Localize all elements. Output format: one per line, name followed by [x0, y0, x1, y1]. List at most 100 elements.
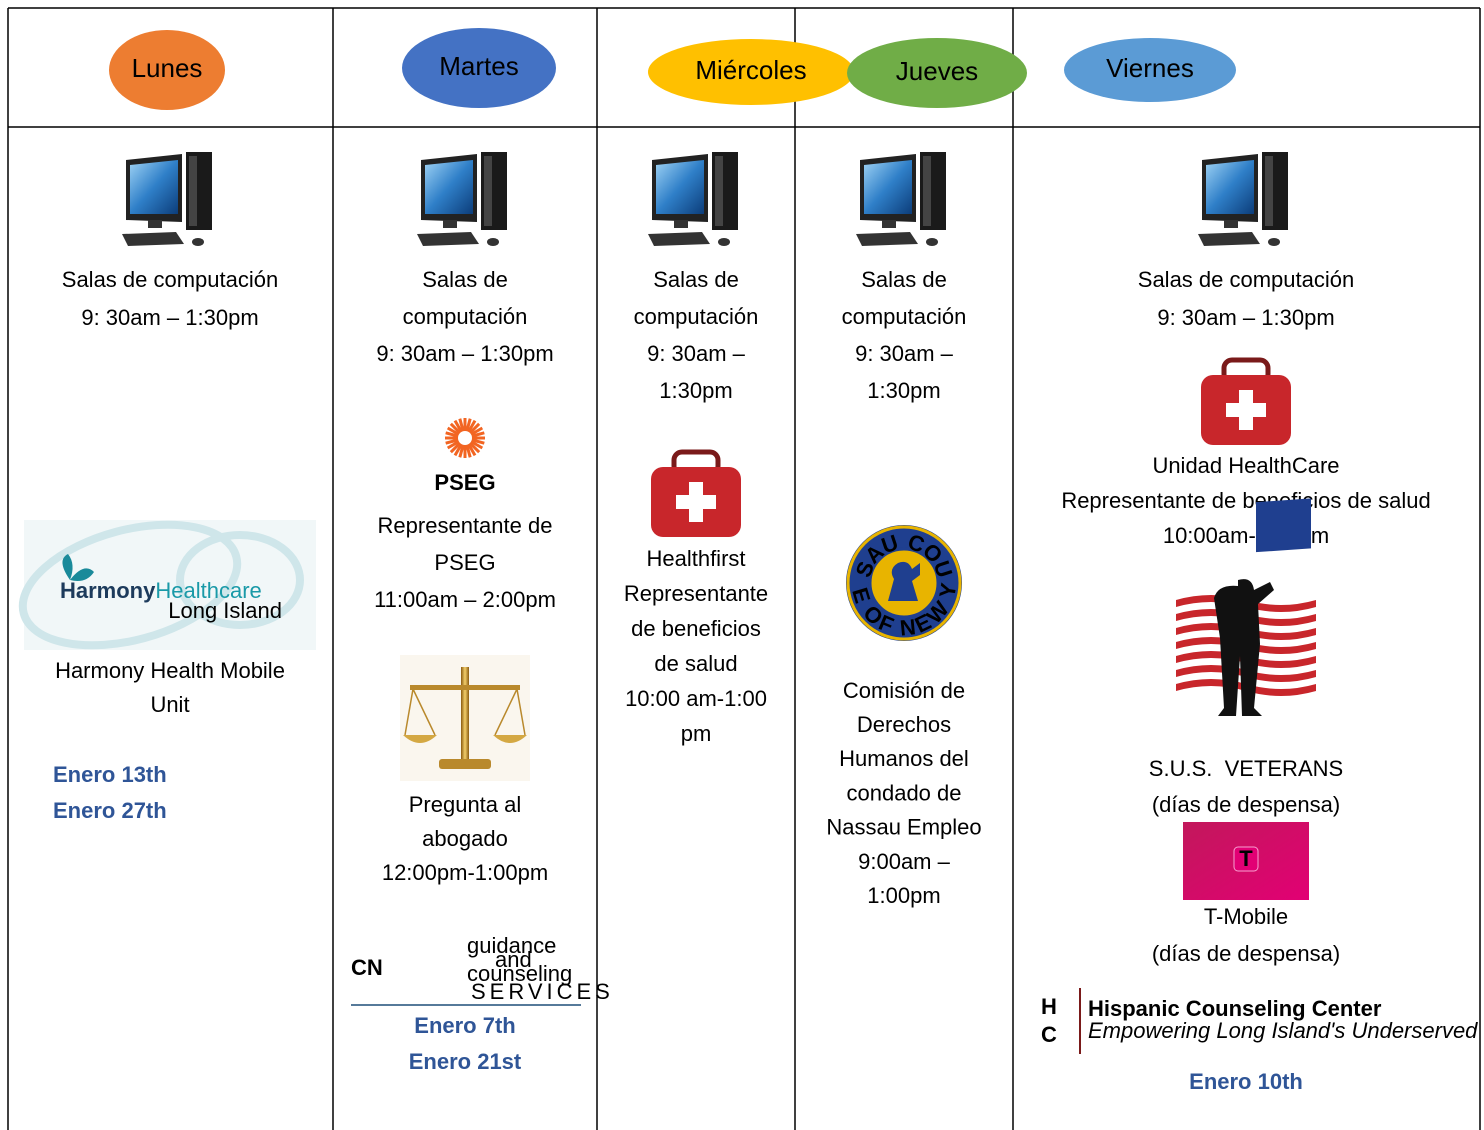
pan-left	[403, 735, 437, 743]
cell-text: 9: 30am –	[855, 341, 954, 366]
mouse	[192, 238, 204, 246]
keyboard	[122, 232, 184, 246]
cell-text: (días de despensa)	[1152, 792, 1340, 817]
day-badge	[109, 30, 225, 110]
hcc-h: H	[1041, 994, 1057, 1019]
cell-text: abogado	[422, 826, 508, 851]
cell-text: de salud	[654, 651, 737, 676]
cell-text: (días de despensa)	[1152, 941, 1340, 966]
cell-text: Salas de	[653, 267, 739, 292]
cell-text: Representante	[624, 581, 768, 606]
cross-h	[676, 495, 716, 509]
cell-text: de beneficios	[631, 616, 761, 641]
day-label: Jueves	[896, 56, 978, 86]
date-label: Enero 13th	[53, 762, 167, 787]
cell-text: Nassau Empleo	[826, 815, 981, 840]
cell-text: pm	[681, 721, 712, 746]
tmobile-mark: T	[1239, 846, 1253, 871]
cell-text: Salas de	[861, 267, 947, 292]
cell-text: 1:30pm	[659, 378, 732, 403]
hcc-c: C	[1041, 1022, 1057, 1047]
seal-ring	[846, 525, 962, 641]
tower-face	[715, 156, 723, 226]
medkit-icon	[651, 449, 741, 537]
swirl	[18, 520, 242, 650]
tower-face	[1265, 156, 1273, 226]
screen	[1206, 160, 1254, 214]
cn-word: counseling	[467, 961, 572, 986]
keyboard	[856, 232, 918, 246]
keyboard	[417, 232, 479, 246]
pan-right	[493, 735, 527, 743]
computer-icon	[417, 152, 507, 246]
day-badge	[402, 28, 556, 108]
computer-icon	[648, 152, 738, 246]
cell-text: 11:00am – 2:00pm	[374, 587, 556, 612]
chains	[404, 688, 526, 736]
cell-text: Derechos	[857, 712, 951, 737]
day-badge	[648, 39, 854, 105]
cell-text: Salas de computación	[1138, 267, 1354, 292]
cell-text: Salas de	[422, 267, 508, 292]
cell-text: 10:00 am-1:00	[625, 686, 767, 711]
veteran-flag-icon	[1176, 498, 1316, 716]
cell-text: 9: 30am – 1:30pm	[81, 305, 258, 330]
cell-text: Humanos del	[839, 746, 969, 771]
day-label: Martes	[439, 51, 518, 81]
seal-lion	[888, 561, 920, 601]
computer-icon	[856, 152, 946, 246]
harmony-wordmark: HarmonyHealthcare	[60, 578, 262, 603]
cell-text: Unidad HealthCare	[1152, 453, 1339, 478]
screen	[425, 160, 473, 214]
hcc-tagline: Empowering Long Island's Underserved Com…	[1088, 1018, 1484, 1043]
cell-text: Pregunta al	[409, 792, 522, 817]
medkit-icon	[1201, 357, 1291, 445]
cell-text: PSEG	[434, 550, 495, 575]
cell-text: Harmony Health Mobile	[55, 658, 285, 683]
cell-text: Comisión de	[843, 678, 965, 703]
cell-text: computación	[634, 304, 759, 329]
date-label: Enero 7th	[414, 1013, 515, 1038]
mouse	[718, 238, 730, 246]
stand	[1224, 220, 1238, 228]
date-label: Enero 10th	[1189, 1069, 1303, 1094]
cn-word: and	[495, 947, 532, 972]
keyboard	[1198, 232, 1260, 246]
beam	[410, 685, 520, 690]
computer-icon	[1198, 152, 1288, 246]
screen	[130, 160, 178, 214]
cell-text: T-Mobile	[1204, 904, 1288, 929]
day-badge	[847, 38, 1027, 108]
mouse	[926, 238, 938, 246]
mouse	[1268, 238, 1280, 246]
cell-text: 12:00pm-1:00pm	[382, 860, 548, 885]
swirl	[176, 531, 304, 629]
scales-icon	[400, 655, 530, 781]
flag-canton	[1256, 498, 1311, 553]
screen	[864, 160, 912, 214]
cell-text: 1:30pm	[867, 378, 940, 403]
butterfly	[62, 554, 94, 581]
cell-text: computación	[403, 304, 528, 329]
day-label: Viernes	[1106, 53, 1194, 83]
tmobile-logo: T	[1183, 822, 1309, 900]
cell-text: Unit	[150, 692, 189, 717]
cell-text: 9:00am –	[858, 849, 950, 874]
harmony-sub: Long Island	[168, 598, 282, 623]
cell-text: Representante de beneficios de salud	[1061, 488, 1430, 513]
cell-text: 1:00pm	[867, 883, 940, 908]
stand	[674, 220, 688, 228]
cn-word: SERVICES	[471, 979, 614, 1004]
soldier	[1214, 579, 1274, 716]
day-label: Miércoles	[695, 55, 806, 85]
tmobile-tile	[1233, 846, 1259, 872]
keyboard	[648, 232, 710, 246]
date-label: Enero 21st	[409, 1049, 522, 1074]
stand	[882, 220, 896, 228]
date-label: Enero 27th	[53, 798, 167, 823]
screen	[656, 160, 704, 214]
